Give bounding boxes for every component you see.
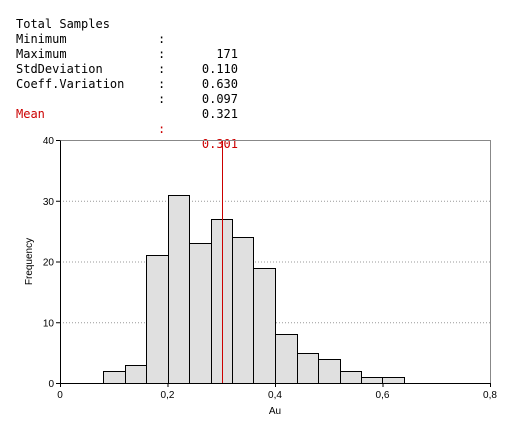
histogram-bar [361, 377, 383, 384]
stat-coeff-variation: Coeff.Variation : 0.321 [16, 62, 238, 121]
stat-maximum: Maximum : 0.630 [16, 32, 238, 91]
y-axis-label: Frequency [24, 238, 35, 285]
stat-colon: : [158, 92, 166, 106]
x-axis-label: Au [269, 406, 281, 417]
y-tick-label: 10 [43, 318, 55, 329]
histogram-bar [232, 237, 254, 384]
bars-layer [103, 140, 405, 384]
histogram-bar [146, 255, 169, 384]
stat-label: Coeff.Variation [16, 77, 125, 91]
stat-label: StdDeviation [16, 62, 103, 76]
histogram-bar [275, 334, 298, 384]
histogram-bar [382, 377, 405, 384]
y-tick-label: 30 [43, 197, 55, 208]
stat-value: 0.630 [201, 77, 238, 91]
stat-total-samples: Total Samples : 171 [16, 2, 238, 61]
histogram-bar [340, 371, 362, 384]
stat-minimum: Minimum : 0.110 [16, 17, 238, 76]
y-tick-label: 40 [43, 136, 55, 147]
x-tick-label: 0 [57, 390, 63, 401]
stat-colon: : [158, 62, 166, 76]
histogram-bar [297, 353, 319, 384]
y-tick-label: 0 [48, 379, 54, 390]
histogram-bar [125, 365, 147, 384]
histogram-bar [168, 195, 190, 384]
stat-label: Minimum [16, 32, 67, 46]
x-tick-label: 0,2 [161, 390, 175, 401]
stat-colon: : [158, 32, 166, 46]
stat-value: 0.321 [201, 107, 238, 121]
stat-label: Total Samples [16, 17, 110, 31]
stat-colon: : [158, 47, 166, 61]
stat-std-deviation: StdDeviation : 0.097 [16, 47, 238, 106]
mean-label: Mean [16, 107, 45, 121]
x-tick-label: 0,8 [483, 390, 497, 401]
histogram-bar [103, 371, 126, 384]
histogram-bar [253, 268, 276, 384]
stat-colon: : [158, 77, 166, 91]
histogram-bar [189, 243, 212, 384]
stat-colon: : [158, 122, 166, 136]
histogram-bar [318, 359, 341, 384]
y-tick-label: 20 [43, 258, 55, 269]
stat-value: 171 [216, 47, 238, 61]
axis-layer: 0 10 20 30 40 0 0,2 0,4 0,6 0,8 [43, 136, 498, 401]
x-tick-label: 0,6 [376, 390, 390, 401]
stat-value: 0.097 [201, 92, 238, 106]
x-tick-label: 0,4 [268, 390, 282, 401]
stat-value: 0.110 [201, 62, 238, 76]
stat-label: Maximum [16, 47, 67, 61]
